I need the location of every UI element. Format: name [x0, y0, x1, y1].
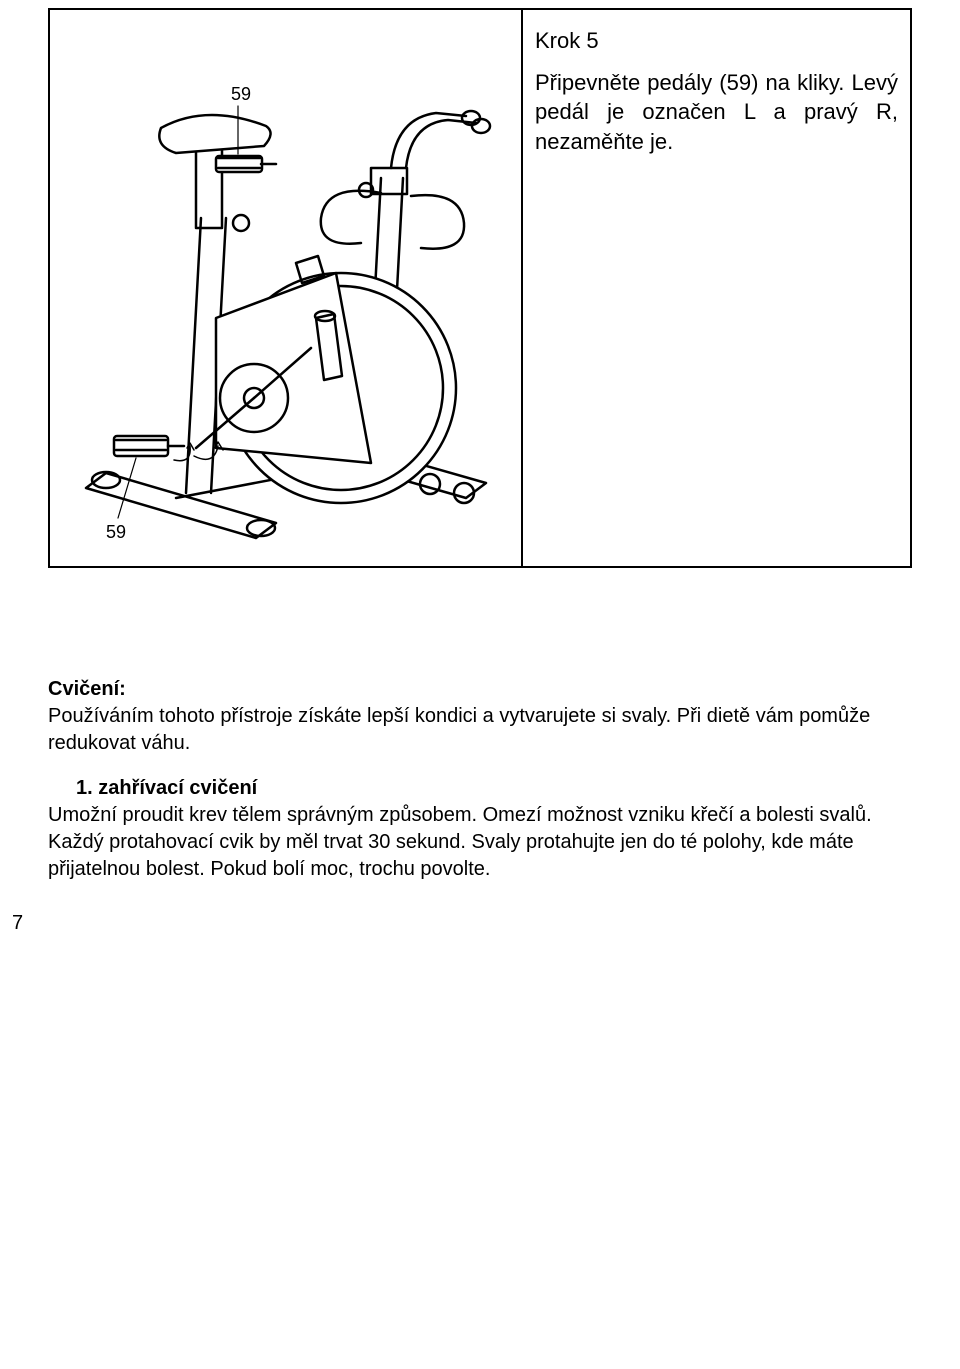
callout-label-top: 59: [231, 84, 251, 104]
callout-label-bottom: 59: [106, 522, 126, 542]
step-title: Krok 5: [535, 26, 898, 56]
exercise-bike-illustration: 59 59: [66, 18, 506, 558]
figure-cell-text: Krok 5 Připevněte pedály (59) na kliky. …: [523, 10, 910, 566]
list-item-1-body: Umožní proudit krev tělem správným způso…: [48, 802, 912, 883]
page: 59 59 Krok 5 Připevněte pedály (59) na k…: [0, 8, 960, 943]
list-item-1-title: 1. zahřívací cvičení: [76, 777, 912, 800]
step-text-line1: Připevněte pedály (59) na kliky. Levý: [535, 68, 898, 98]
step-text-line2: pedál je označen L a pravý R,: [535, 97, 898, 127]
section-heading: Cvičení:: [48, 678, 912, 701]
section-intro: Používáním tohoto přístroje získáte lepš…: [48, 703, 912, 757]
page-number: 7: [12, 912, 23, 935]
figure-table: 59 59 Krok 5 Připevněte pedály (59) na k…: [48, 8, 912, 568]
figure-cell-illustration: 59 59: [50, 10, 523, 566]
step-text-line3: nezaměňte je.: [535, 127, 898, 157]
